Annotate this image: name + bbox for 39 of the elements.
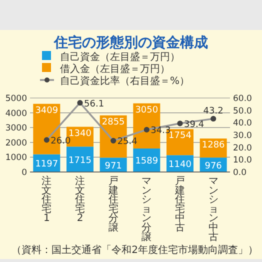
y-tick-label: 5000	[5, 94, 27, 104]
bar	[66, 146, 94, 172]
y2-tick-label: 50.0	[233, 106, 252, 116]
data-label: 3050	[135, 105, 158, 116]
data-label: 1140	[168, 160, 192, 170]
chart-title: 住宅の形態別の資金構成	[53, 34, 208, 51]
x-tick-label: 注文住宅2	[75, 175, 85, 224]
y-tick-label: 3000	[5, 124, 27, 134]
data-label: 2855	[102, 117, 125, 128]
x-tick-label: マンション分譲	[142, 176, 152, 243]
y2-tick-label: 20.0	[233, 143, 252, 154]
data-label: 971	[104, 161, 122, 172]
x-tick-label: 注文住宅1	[42, 175, 52, 224]
y-tick-label: 4000	[5, 108, 27, 119]
y2-tick-label: 60.0	[233, 94, 252, 104]
y2-tick-label: 40.0	[233, 118, 252, 129]
x-tick-label: マンション中古	[208, 176, 218, 243]
y-tick-label: 1000	[5, 153, 27, 164]
x-tick-label: 戸建住宅中古	[174, 176, 185, 234]
data-label: 1754	[168, 131, 192, 142]
y2-tick-label: 30.0	[233, 131, 252, 141]
y-tick-label: 2000	[5, 138, 27, 148]
y-tick-label: 0	[22, 168, 27, 178]
y2-tick-label: 0.0	[233, 168, 247, 178]
data-label: 1589	[135, 156, 158, 167]
data-label: 1197	[35, 160, 58, 170]
data-label: 1340	[68, 128, 92, 139]
legend-label: 自己資金比率（右目盛＝%）	[60, 75, 190, 87]
data-label: 3409	[35, 106, 58, 116]
text: （資料：国土交通省「令和2年度住宅市場動向調査」）	[12, 244, 258, 256]
data-label: 1286	[202, 140, 226, 151]
data-label: 1715	[68, 156, 92, 166]
legend-label: 借入金（左目盛＝万円）	[60, 63, 170, 75]
legend-label: 自己資金（左目盛＝万円）	[60, 51, 180, 63]
y2-tick-label: 10.0	[233, 156, 252, 166]
data-label: 56.1	[84, 99, 104, 110]
data-label: 39.4	[184, 120, 204, 130]
data-label: 976	[204, 161, 222, 172]
x-tick-label: 戸建住宅分譲	[107, 176, 118, 234]
